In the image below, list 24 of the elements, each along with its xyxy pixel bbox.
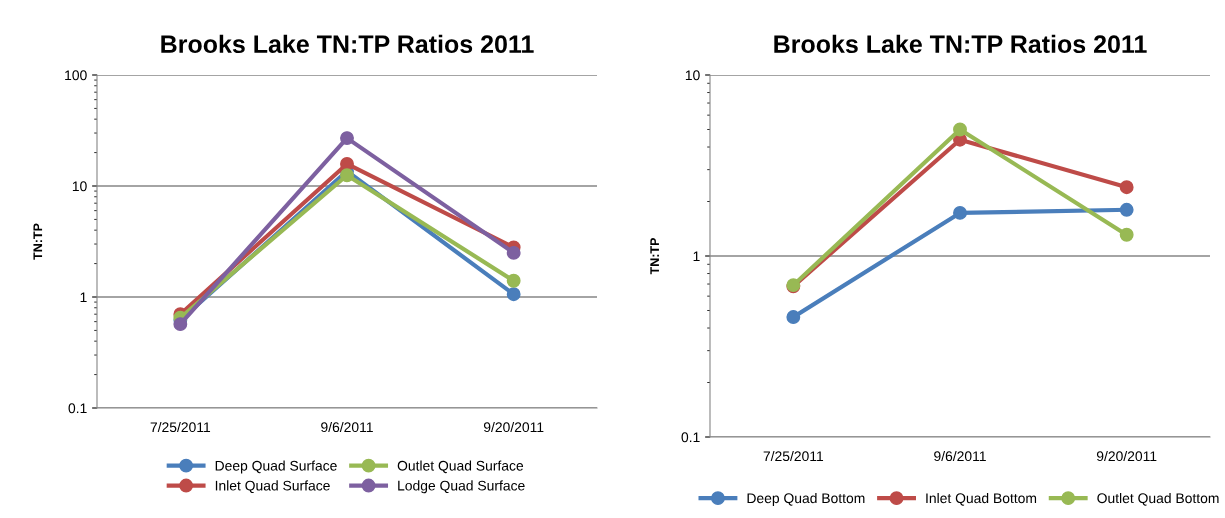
- y-tick-label: 100: [65, 70, 87, 81]
- y-axis-title: TN:TP: [650, 238, 659, 275]
- y-tick-label: 1: [80, 292, 87, 303]
- y-tick-label: 1: [693, 251, 700, 262]
- chart-title: Brooks Lake TN:TP Ratios 2011: [161, 34, 534, 54]
- legend-label: Inlet Quad Surface: [215, 480, 330, 494]
- x-tick-label: 9/6/2011: [934, 450, 986, 462]
- y-tick-label: 0.1: [681, 432, 700, 443]
- legend-label: Outlet Quad Bottom: [1097, 492, 1219, 506]
- x-tick-label: 9/20/2011: [1096, 450, 1157, 462]
- y-axis-title: TN:TP: [33, 223, 43, 260]
- legend-label: Outlet Quad Surface: [397, 460, 524, 474]
- legend-label: Deep Quad Surface: [215, 460, 337, 474]
- x-tick-label: 9/6/2011: [321, 421, 373, 433]
- legend-label: Inlet Quad Bottom: [926, 492, 1037, 506]
- x-tick-label: 7/25/2011: [150, 421, 211, 433]
- x-tick-label: 7/25/2011: [763, 450, 824, 462]
- y-tick-label: 10: [72, 181, 87, 192]
- x-tick-label: 9/20/2011: [483, 421, 544, 433]
- y-tick-label: 0.1: [68, 403, 87, 414]
- legend-label: Deep Quad Bottom: [747, 492, 865, 506]
- legend-label: Lodge Quad Surface: [398, 480, 525, 494]
- chart-title: Brooks Lake TN:TP Ratios 2011: [774, 34, 1147, 54]
- y-tick-label: 10: [685, 70, 700, 81]
